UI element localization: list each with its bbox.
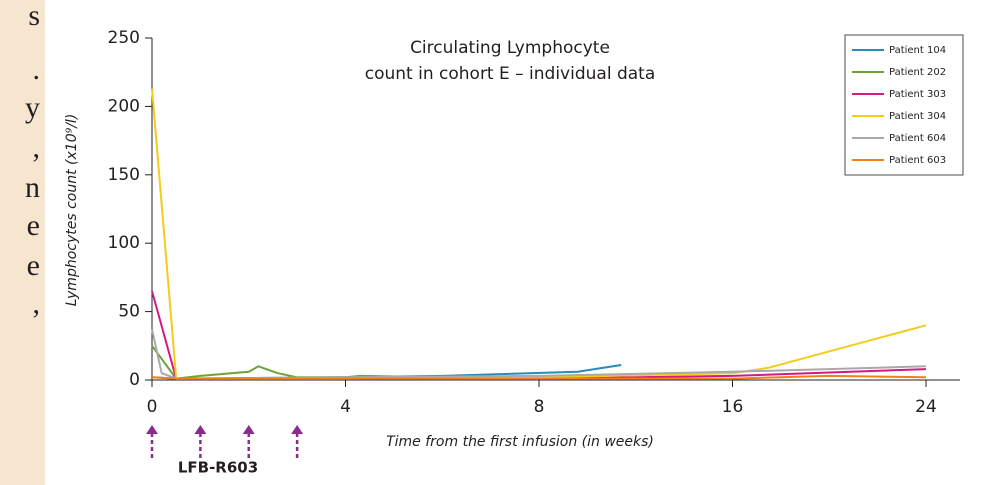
- infusion-arrowhead: [242, 425, 255, 434]
- x-axis-label: Time from the first infusion (in weeks): [386, 434, 654, 450]
- x-tick-label: 16: [722, 397, 744, 417]
- infusion-arrowhead: [146, 425, 158, 434]
- text-fragment: e: [27, 209, 40, 242]
- x-tick-label: 0: [147, 397, 158, 417]
- text-fragment: e: [27, 249, 40, 282]
- side-panel: [0, 0, 45, 485]
- infusion-arrowhead: [291, 425, 304, 434]
- legend-label: Patient 202: [889, 67, 946, 78]
- text-fragment: s: [28, 0, 40, 32]
- legend-label: Patient 603: [889, 155, 946, 166]
- x-tick-label: 8: [534, 397, 545, 417]
- text-fragment: ,: [33, 131, 41, 164]
- text-fragment: y: [25, 91, 40, 124]
- x-tick-label: 4: [340, 397, 351, 417]
- y-tick-label: 250: [108, 28, 140, 48]
- legend-label: Patient 304: [889, 111, 946, 122]
- legend-label: Patient 303: [889, 89, 946, 100]
- text-fragment: .: [33, 53, 41, 86]
- infusion-label: LFB-R603: [178, 459, 258, 477]
- series-line: [151, 88, 927, 380]
- y-tick-label: 50: [118, 302, 140, 322]
- y-tick-label: 0: [129, 370, 140, 390]
- series-line: [151, 329, 927, 380]
- y-tick-label: 200: [108, 96, 140, 116]
- legend-label: Patient 104: [889, 45, 946, 56]
- legend-label: Patient 604: [889, 133, 946, 144]
- text-fragment: ,: [33, 287, 41, 320]
- series-line: [151, 290, 927, 380]
- chart-title: count in cohort E – individual data: [365, 64, 656, 84]
- y-tick-label: 100: [108, 233, 140, 253]
- y-tick-label: 150: [108, 165, 140, 185]
- series-line: [151, 345, 540, 380]
- y-axis-label: Lymphocytes count (x10⁹/l): [64, 114, 80, 307]
- text-fragment: n: [25, 171, 40, 204]
- chart-title: Circulating Lymphocyte: [410, 38, 610, 58]
- x-tick-label: 24: [915, 397, 937, 417]
- legend-box: [844, 34, 964, 176]
- series-line: [151, 374, 927, 380]
- infusion-arrowhead: [194, 425, 207, 434]
